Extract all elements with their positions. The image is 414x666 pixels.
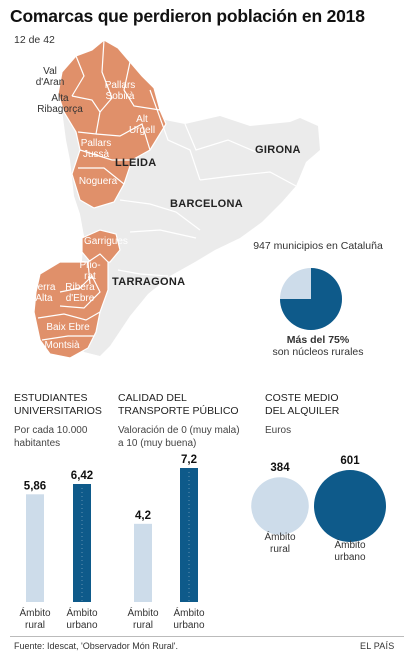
comarca-label-line: Montsià [44, 340, 79, 351]
comarca-label: Baix Ebre [46, 322, 90, 333]
category-label: Ámbito rural [127, 606, 159, 631]
comarca-label-line: Ribagorça [37, 104, 83, 115]
comarca-label-line: Pallars [105, 80, 136, 91]
students-title-1: ESTUDIANTES [14, 392, 88, 404]
pie-label-top: 947 municipios en Cataluña [248, 240, 388, 252]
comarca-label-line: Alta [35, 293, 53, 304]
comarca-label-line: Alt [136, 114, 148, 125]
comarca-label: Terra Alta [33, 282, 56, 304]
transport-sub-2: a 10 (muy buena) [118, 438, 197, 449]
comarca-borders [37, 39, 297, 341]
rent-header: COSTE MEDIO DEL ALQUILER Euros [265, 392, 339, 437]
comarca-label-line: Terra [33, 282, 56, 293]
bar [134, 523, 152, 602]
comarca-label-line: Pallars [81, 138, 112, 149]
comarca-label-line: Sobirà [106, 91, 135, 102]
data-label: 384 [270, 462, 290, 474]
data-label: 6,42 [71, 470, 93, 482]
comarca-label-line: Garrigues [84, 236, 128, 247]
category-label: Ámbito urbano [334, 538, 366, 563]
data-label: 7,2 [181, 454, 197, 466]
comarca-label-line: rat [84, 271, 96, 282]
comarca-label-line: d'Aran [36, 77, 65, 88]
comarca-label-line: Jussà [83, 149, 110, 160]
region-lost-garrigues [81, 229, 121, 265]
bubble [251, 477, 309, 535]
comarca-label: Alt Urgell [129, 114, 155, 136]
pie-percent-label: Más del 75% [286, 334, 350, 346]
comarca-label: Pallars Sobirà [105, 80, 136, 102]
bubble [314, 470, 386, 542]
source-note: Fuente: Idescat, 'Observador Món Rural'. [14, 641, 179, 651]
footer-divider [10, 636, 404, 637]
comarca-label: Pallars Jussà [81, 138, 112, 160]
province-label: GIRONA [255, 144, 301, 156]
pie-slice-rural [280, 268, 342, 330]
rent-sub-1: Euros [265, 425, 292, 436]
chart-subtitle: 12 de 42 [14, 34, 55, 46]
province-label: TARRAGONA [112, 276, 185, 288]
comarca-label-line: Noguera [79, 176, 118, 187]
pie-desc-label: son núcleos rurales [272, 346, 364, 358]
data-label: 5,86 [24, 480, 46, 492]
data-label: 601 [340, 455, 360, 467]
comarca-label-line: Urgell [129, 125, 155, 136]
bar [180, 468, 198, 602]
comparison-charts: 5,86 Ámbito rural 6,42 Ámbito urbano 4,2 Ámbito… [19, 454, 386, 631]
comarca-label: Val d'Aran [36, 66, 65, 88]
category-label: Ámbito rural [19, 606, 51, 631]
category-label: Ámbito urbano [173, 606, 205, 631]
rent-title-1: COSTE MEDIO [265, 392, 339, 404]
students-sub-1: Por cada 10.000 [14, 425, 88, 436]
credit-logo: EL PAÍS [360, 641, 395, 651]
province-label: LLEIDA [115, 157, 157, 169]
comarca-label-line: Baix Ebre [46, 322, 90, 333]
bar [73, 484, 91, 602]
comarca-label: Noguera [79, 176, 118, 187]
transport-title-1: CALIDAD DEL [118, 392, 187, 404]
category-label: Ámbito urbano [66, 606, 98, 631]
comarca-label: Prio-rat [79, 260, 100, 282]
transport-title-2: TRANSPORTE PÚBLICO [118, 405, 239, 417]
chart-title: Comarcas que perdieron población en 2018 [10, 6, 365, 26]
comarca-label-line: Val [43, 66, 57, 77]
category-label: Ámbito rural [264, 530, 296, 555]
comarca-label-line: Ribera [65, 282, 95, 293]
comarca-label-line: d'Ebre [66, 293, 95, 304]
comarca-label: Alta Ribagorça [37, 93, 83, 115]
students-title-2: UNIVERSITARIOS [14, 405, 102, 417]
province-label: BARCELONA [170, 198, 243, 210]
comarca-label-line: Alta [51, 93, 69, 104]
comarca-label: Montsià [44, 340, 79, 351]
transport-sub-1: Valoración de 0 (muy mala) [118, 425, 240, 436]
region-lost-north [57, 39, 167, 209]
transport-header: CALIDAD DEL TRANSPORTE PÚBLICO Valoració… [118, 392, 240, 450]
students-sub-2: habitantes [14, 438, 61, 449]
bar [26, 494, 44, 602]
pie-label-top-text: 947 municipios en Cataluña [253, 240, 383, 252]
comarca-label: Garrigues [84, 236, 128, 247]
rural-pie [280, 268, 342, 330]
data-label: 4,2 [135, 510, 151, 522]
pie-label-bottom: Más del 75% son núcleos rurales [248, 334, 388, 358]
comarca-label-line: Prio- [79, 260, 100, 271]
rent-title-2: DEL ALQUILER [265, 405, 340, 417]
students-header: ESTUDIANTES UNIVERSITARIOS Por cada 10.0… [14, 392, 102, 450]
comarca-label: Ribera d'Ebre [65, 282, 95, 304]
